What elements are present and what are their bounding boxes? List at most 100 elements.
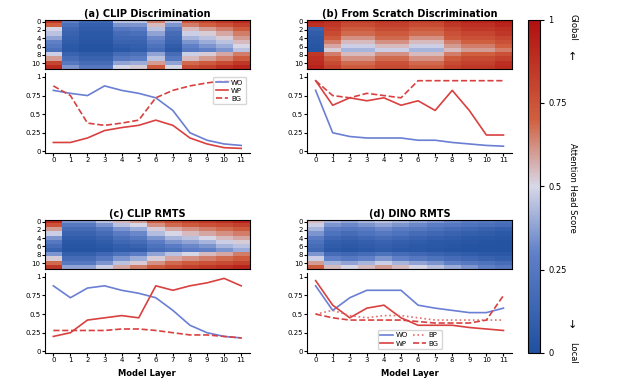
Title: (b) From Scratch Discrimination: (b) From Scratch Discrimination bbox=[322, 9, 497, 19]
WO bbox=[312, 283, 319, 288]
BP bbox=[500, 318, 508, 322]
WP bbox=[414, 323, 422, 328]
BG bbox=[483, 78, 490, 83]
Line: WO: WO bbox=[316, 91, 504, 146]
WO bbox=[100, 283, 108, 288]
WP bbox=[49, 140, 57, 145]
BP bbox=[329, 308, 337, 313]
WO bbox=[346, 296, 354, 300]
BG bbox=[220, 334, 228, 339]
BG bbox=[203, 332, 211, 337]
BP bbox=[465, 318, 473, 322]
WO bbox=[465, 310, 473, 315]
WP bbox=[203, 142, 211, 146]
WO bbox=[237, 336, 245, 340]
WO bbox=[220, 142, 228, 146]
WP bbox=[397, 316, 405, 320]
WP bbox=[431, 108, 439, 113]
WO bbox=[431, 306, 439, 310]
WO bbox=[67, 91, 74, 96]
WO bbox=[380, 136, 388, 140]
BP bbox=[431, 318, 439, 322]
BG bbox=[67, 328, 74, 333]
Text: Attention Head Score: Attention Head Score bbox=[568, 143, 577, 233]
Text: Local: Local bbox=[568, 342, 577, 364]
WO bbox=[135, 291, 143, 296]
WP bbox=[186, 136, 194, 140]
WO bbox=[169, 308, 177, 313]
WP bbox=[465, 325, 473, 330]
WP bbox=[380, 303, 388, 307]
WP bbox=[449, 323, 456, 328]
BG bbox=[49, 328, 57, 333]
BG bbox=[397, 318, 405, 322]
WP bbox=[49, 334, 57, 339]
BG bbox=[135, 327, 143, 331]
WP bbox=[312, 278, 319, 283]
Line: BG: BG bbox=[53, 329, 241, 338]
BP bbox=[397, 313, 405, 318]
WO bbox=[363, 136, 371, 140]
Line: BG: BG bbox=[53, 81, 241, 125]
WP bbox=[329, 303, 337, 307]
WP bbox=[203, 281, 211, 285]
WP bbox=[135, 123, 143, 128]
Title: (d) DINO RMTS: (d) DINO RMTS bbox=[369, 209, 451, 219]
BG bbox=[118, 327, 125, 331]
WO bbox=[152, 296, 159, 300]
WP bbox=[346, 316, 354, 320]
WP bbox=[237, 146, 245, 151]
BG bbox=[169, 88, 177, 93]
BG bbox=[414, 78, 422, 83]
BG bbox=[465, 78, 473, 83]
WO bbox=[135, 91, 143, 96]
Text: ↑: ↑ bbox=[568, 52, 577, 62]
WP bbox=[152, 118, 159, 122]
Line: WP: WP bbox=[316, 281, 504, 330]
WP bbox=[135, 316, 143, 320]
WO bbox=[449, 308, 456, 313]
WP bbox=[220, 276, 228, 281]
WO bbox=[152, 96, 159, 100]
WO bbox=[169, 108, 177, 113]
BG bbox=[186, 332, 194, 337]
BP bbox=[380, 313, 388, 318]
BP bbox=[312, 312, 319, 316]
Line: WP: WP bbox=[53, 278, 241, 336]
BG bbox=[203, 81, 211, 85]
Title: (a) CLIP Discrimination: (a) CLIP Discrimination bbox=[84, 9, 211, 19]
WP bbox=[67, 140, 74, 145]
WP bbox=[329, 103, 337, 107]
BG bbox=[49, 83, 57, 88]
BG bbox=[431, 321, 439, 325]
BP bbox=[414, 316, 422, 320]
Line: BP: BP bbox=[316, 310, 504, 320]
WO bbox=[312, 88, 319, 93]
BG bbox=[483, 318, 490, 322]
Line: WO: WO bbox=[53, 286, 241, 338]
BG bbox=[237, 336, 245, 340]
WP bbox=[118, 313, 125, 318]
Legend: WO, WP, BP, BG: WO, WP, BP, BG bbox=[378, 330, 442, 349]
BG bbox=[431, 78, 439, 83]
Text: Global: Global bbox=[568, 14, 577, 41]
WP bbox=[152, 283, 159, 288]
WO bbox=[67, 296, 74, 300]
WO bbox=[237, 143, 245, 148]
BG bbox=[84, 328, 92, 333]
WP bbox=[380, 96, 388, 100]
BG bbox=[500, 78, 508, 83]
WP bbox=[414, 98, 422, 103]
WO bbox=[329, 131, 337, 135]
BG bbox=[220, 78, 228, 83]
Line: WO: WO bbox=[53, 86, 241, 145]
WO bbox=[84, 286, 92, 290]
BP bbox=[449, 318, 456, 322]
WP bbox=[84, 136, 92, 140]
WO bbox=[414, 303, 422, 307]
BG bbox=[312, 312, 319, 316]
WO bbox=[118, 288, 125, 293]
WO bbox=[414, 138, 422, 143]
BG bbox=[329, 93, 337, 98]
WP bbox=[312, 78, 319, 83]
